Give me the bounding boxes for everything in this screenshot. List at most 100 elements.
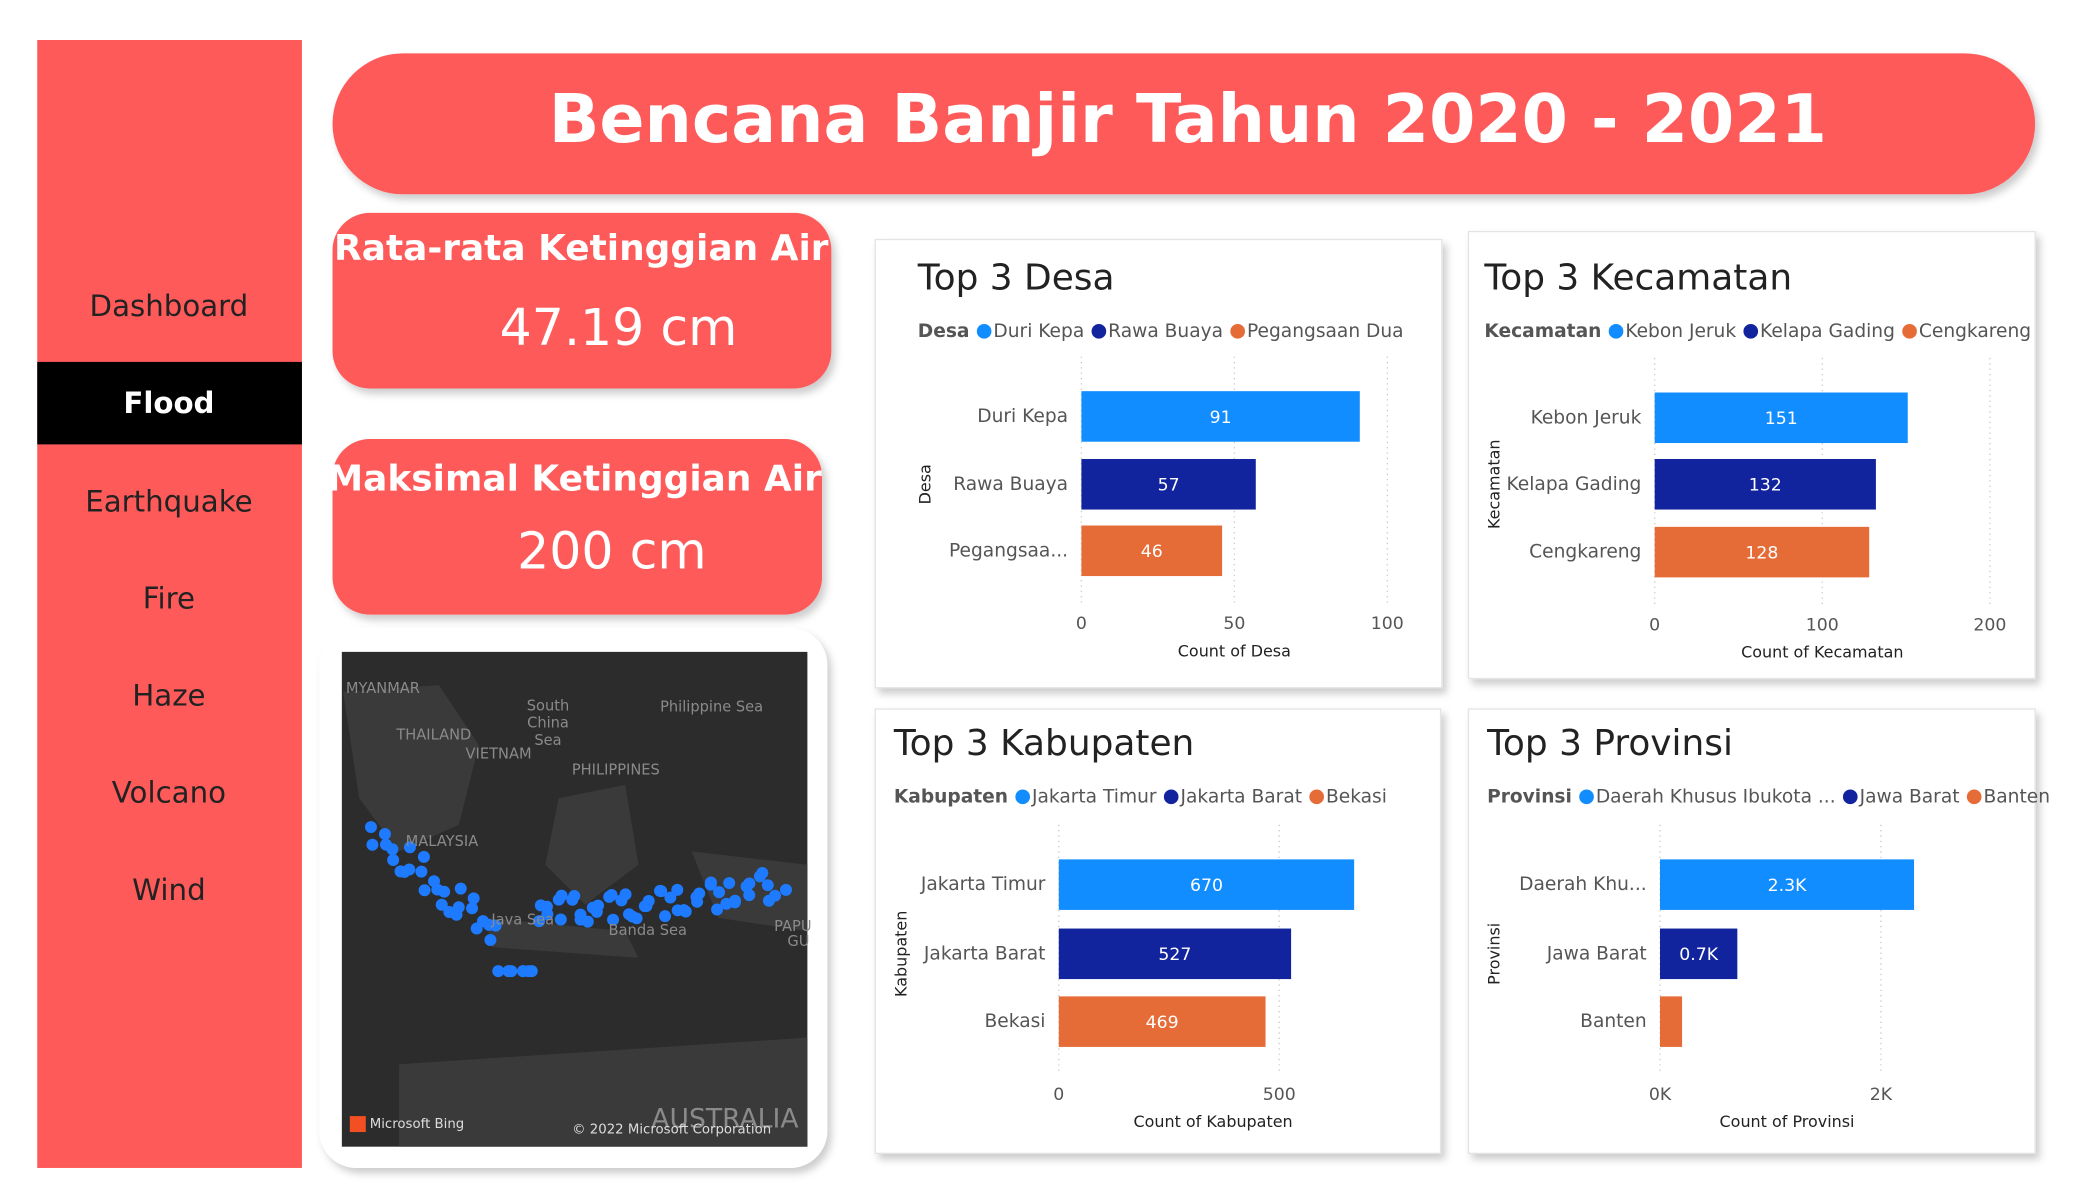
category-label: Banten xyxy=(1580,1011,1647,1032)
value-label: 151 xyxy=(1765,409,1798,429)
map-label: MALAYSIA xyxy=(406,833,479,850)
map-label: South xyxy=(527,697,570,714)
map-dot xyxy=(403,863,416,876)
map-dot xyxy=(418,884,431,897)
value-label: 527 xyxy=(1158,945,1191,965)
legend-swatch xyxy=(1842,789,1858,805)
sidebar xyxy=(37,40,302,1168)
legend-swatch xyxy=(1902,323,1917,339)
legend-entry: Jakarta Timur xyxy=(1031,786,1157,807)
legend-swatch xyxy=(1230,323,1245,339)
map-dot xyxy=(541,908,554,921)
x-tick-label: 0 xyxy=(1076,614,1087,634)
value-label: 57 xyxy=(1158,476,1180,496)
chart-title: Top 3 Kecamatan xyxy=(1483,257,1792,298)
map-dot xyxy=(387,854,400,867)
x-tick-label: 0 xyxy=(1053,1085,1064,1105)
legend-swatch xyxy=(1091,323,1107,339)
map-dot xyxy=(552,893,565,906)
map-dot xyxy=(492,965,505,978)
map-dot xyxy=(435,898,448,911)
kpi-card xyxy=(332,212,832,389)
category-label: Pegangsaa... xyxy=(949,540,1068,561)
y-axis-title: Desa xyxy=(915,464,934,504)
map-dot xyxy=(603,890,616,903)
legend-entry: Banten xyxy=(1983,786,2050,807)
bar xyxy=(1660,859,1915,910)
map-dot xyxy=(483,918,496,931)
map-dot xyxy=(403,841,416,854)
nav-item[interactable]: Wind xyxy=(132,873,206,907)
x-axis-title: Count of Kabupaten xyxy=(1133,1112,1292,1131)
map-dot xyxy=(654,884,666,897)
x-tick-label: 100 xyxy=(1806,615,1839,635)
legend-title: Desa xyxy=(918,321,970,342)
map-label: China xyxy=(527,715,569,732)
category-label: Jakarta Barat xyxy=(923,943,1046,964)
kpi-card xyxy=(332,439,823,615)
x-tick-label: 50 xyxy=(1223,614,1245,634)
nav-item[interactable]: Fire xyxy=(143,582,195,616)
map-dot xyxy=(366,838,379,851)
legend-swatch xyxy=(1608,323,1624,339)
nav-item[interactable]: Flood xyxy=(123,386,214,420)
kpi-value: 47.19 cm xyxy=(500,298,738,357)
map-dot xyxy=(690,891,703,904)
legend-swatch xyxy=(1309,789,1324,805)
map-dot xyxy=(378,827,391,840)
value-label: 469 xyxy=(1146,1013,1179,1033)
map-dot xyxy=(525,965,538,978)
map-dot xyxy=(679,905,692,918)
map-dot xyxy=(380,838,392,851)
nav-item[interactable]: Haze xyxy=(132,679,205,713)
nav-item[interactable]: Earthquake xyxy=(85,484,252,518)
y-axis-title: Kecamatan xyxy=(1485,440,1504,530)
category-label: Bekasi xyxy=(985,1011,1046,1032)
legend-swatch xyxy=(976,323,992,339)
x-tick-label: 2K xyxy=(1870,1085,1893,1105)
nav-item[interactable]: Dashboard xyxy=(90,289,249,323)
map-dot xyxy=(723,877,736,890)
nav-item[interactable]: Volcano xyxy=(112,776,226,810)
legend-swatch xyxy=(1743,323,1759,339)
legend-entry: Pegangsaan Dua xyxy=(1247,321,1404,342)
bar xyxy=(1081,391,1360,442)
bar xyxy=(1058,928,1292,980)
category-label: Cengkareng xyxy=(1529,542,1641,563)
nav-active xyxy=(37,361,302,445)
x-axis-title: Count of Desa xyxy=(1178,641,1291,660)
map-dot xyxy=(619,888,632,901)
bar xyxy=(1660,996,1683,1047)
map-dot xyxy=(554,913,567,926)
value-label: 91 xyxy=(1210,408,1232,428)
y-axis-title: Kabupaten xyxy=(891,911,910,997)
chart-title: Top 3 Provinsi xyxy=(1486,723,1733,764)
legend-title: Kecamatan xyxy=(1484,321,1601,342)
map-dot xyxy=(454,882,467,895)
bar xyxy=(1654,526,1870,578)
map-label: GU xyxy=(787,933,809,950)
map-dot xyxy=(590,905,603,918)
map-attribution: Microsoft Bing xyxy=(370,1117,464,1132)
bar xyxy=(1058,996,1266,1047)
legend-entry: Bekasi xyxy=(1326,786,1387,807)
map-label: THAILAND xyxy=(395,727,471,744)
bar xyxy=(1081,525,1223,577)
title-banner xyxy=(332,53,2036,195)
bar xyxy=(1081,459,1256,510)
category-label: Rawa Buaya xyxy=(953,474,1068,495)
map-dot xyxy=(534,899,547,912)
bing-logo xyxy=(349,1116,366,1133)
map-copyright: © 2022 Microsoft Corporation xyxy=(572,1122,771,1137)
legend-entry: Daerah Khusus Ibukota ... xyxy=(1596,786,1836,807)
map-label: Banda Sea xyxy=(609,922,687,939)
map-dot xyxy=(533,915,546,928)
map-label: MYANMAR xyxy=(346,680,420,697)
y-axis-title: Provinsi xyxy=(1485,923,1504,985)
category-label: Jawa Barat xyxy=(1546,943,1647,964)
x-tick-label: 0 xyxy=(1649,615,1660,635)
chart-panel xyxy=(1467,708,2036,1154)
map-dot xyxy=(452,901,465,914)
chart-title: Top 3 Kabupaten xyxy=(893,723,1194,764)
